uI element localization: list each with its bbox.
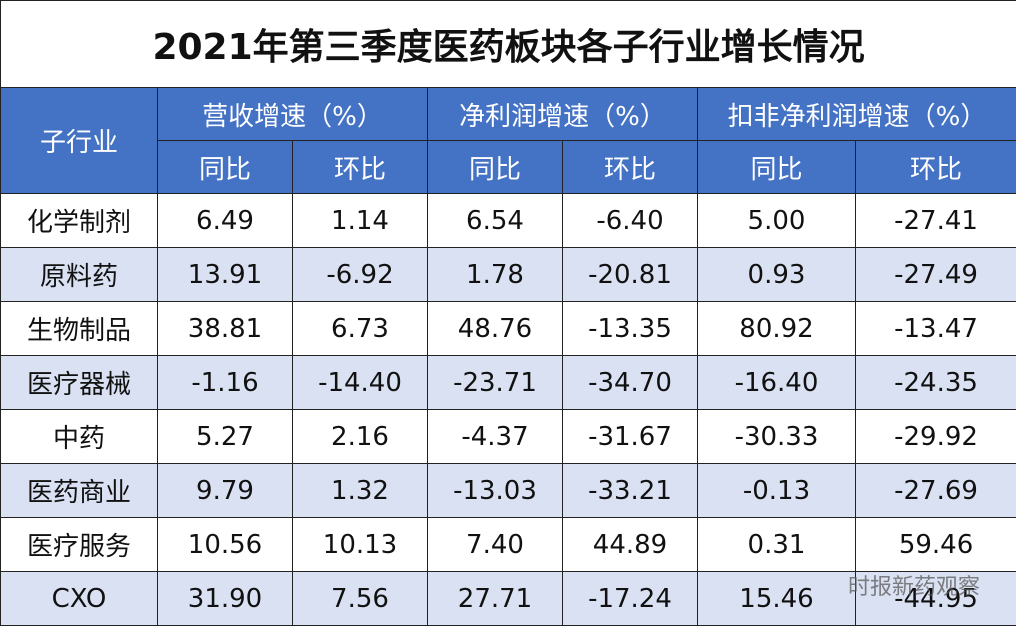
- watermark: 时报新药观察: [847, 575, 980, 600]
- cell-value: -17.24: [562, 571, 698, 626]
- cell-value: 6.73: [292, 301, 428, 356]
- row-label: 医药商业: [0, 463, 158, 518]
- cell-value: 10.13: [292, 517, 428, 572]
- cell-value: 80.92: [697, 301, 856, 356]
- cell-value: 5.00: [697, 193, 856, 248]
- table-row: 化学制剂 6.49 1.14 6.54 -6.40 5.00 -27.41: [0, 193, 1016, 248]
- sub-header: 同比: [157, 140, 293, 194]
- group-header: 净利润增速（%）: [427, 87, 698, 141]
- cell-value: -20.81: [562, 247, 698, 302]
- group-header: 扣非净利润增速（%）: [696, 87, 1016, 141]
- row-label: 原料药: [0, 247, 158, 302]
- cell-value: -33.21: [562, 463, 698, 518]
- table-row: 医疗服务 10.56 10.13 7.40 44.89 0.31 59.46: [0, 517, 1016, 572]
- sub-header: 环比: [292, 140, 428, 194]
- sub-header: 同比: [427, 140, 563, 194]
- cell-value: 48.76: [427, 301, 563, 356]
- cell-value: 6.49: [157, 193, 293, 248]
- cell-value: -14.40: [292, 355, 428, 410]
- table-title: 2021年第三季度医药板块各子行业增长情况: [0, 0, 1016, 88]
- cell-value: 5.27: [157, 409, 293, 464]
- sub-header: 环比: [562, 140, 698, 194]
- cell-value: 0.93: [697, 247, 856, 302]
- cell-value: 59.46: [854, 517, 1016, 572]
- cell-value: -23.71: [427, 355, 563, 410]
- cell-value: -44.95: [854, 571, 1016, 626]
- cell-value: -30.33: [697, 409, 856, 464]
- cell-value: -34.70: [562, 355, 698, 410]
- cell-value: -6.40: [562, 193, 698, 248]
- cell-value: -31.67: [562, 409, 698, 464]
- cell-value: 2.16: [292, 409, 428, 464]
- cell-value: 15.46: [697, 571, 856, 626]
- cell-value: -6.92: [292, 247, 428, 302]
- cell-value: 7.40: [427, 517, 563, 572]
- cell-value: -16.40: [697, 355, 856, 410]
- table-row: 医疗器械 -1.16 -14.40 -23.71 -34.70 -16.40 -24.35: [0, 355, 1016, 410]
- cell-value: -0.13: [697, 463, 856, 518]
- cell-value: -27.69: [854, 463, 1016, 518]
- table-row: 生物制品 38.81 6.73 48.76 -13.35 80.92 -13.47: [0, 301, 1016, 356]
- cell-value: 6.54: [427, 193, 563, 248]
- row-label: 中药: [0, 409, 158, 464]
- cell-value: -27.41: [854, 193, 1016, 248]
- cell-value: -13.35: [562, 301, 698, 356]
- cell-value: 9.79: [157, 463, 293, 518]
- cell-value: -24.35: [854, 355, 1016, 410]
- sub-header: 同比: [697, 140, 856, 194]
- table-row: 原料药 13.91 -6.92 1.78 -20.81 0.93 -27.49: [0, 247, 1016, 302]
- cell-value: -1.16: [157, 355, 293, 410]
- cell-value: -4.37: [427, 409, 563, 464]
- row-label: 化学制剂: [0, 193, 158, 248]
- cell-value: -27.49: [854, 247, 1016, 302]
- cell-value: -29.92: [854, 409, 1016, 464]
- cell-value: 0.31: [697, 517, 856, 572]
- cell-value: 1.14: [292, 193, 428, 248]
- cell-value: -13.47: [854, 301, 1016, 356]
- table-row: CXO 31.90 7.56 27.71 -17.24 15.46 -44.95: [0, 571, 1016, 626]
- cell-value: 38.81: [157, 301, 293, 356]
- cell-value: 27.71: [427, 571, 563, 626]
- sub-header: 环比: [854, 140, 1016, 194]
- row-label: CXO: [0, 571, 158, 626]
- row-header: 子行业: [0, 87, 158, 194]
- cell-value: 7.56: [292, 571, 428, 626]
- cell-value: 44.89: [562, 517, 698, 572]
- row-label: 生物制品: [0, 301, 158, 356]
- row-label: 医疗器械: [0, 355, 158, 410]
- group-header: 营收增速（%）: [157, 87, 428, 141]
- cell-value: 10.56: [157, 517, 293, 572]
- cell-value: -13.03: [427, 463, 563, 518]
- row-label: 医疗服务: [0, 517, 158, 572]
- cell-value: 31.90: [157, 571, 293, 626]
- cell-value: 1.32: [292, 463, 428, 518]
- table-row: 医药商业 9.79 1.32 -13.03 -33.21 -0.13 -27.69: [0, 463, 1016, 518]
- table-row: 中药 5.27 2.16 -4.37 -31.67 -30.33 -29.92: [0, 409, 1016, 464]
- cell-value: 13.91: [157, 247, 293, 302]
- cell-value: 1.78: [427, 247, 563, 302]
